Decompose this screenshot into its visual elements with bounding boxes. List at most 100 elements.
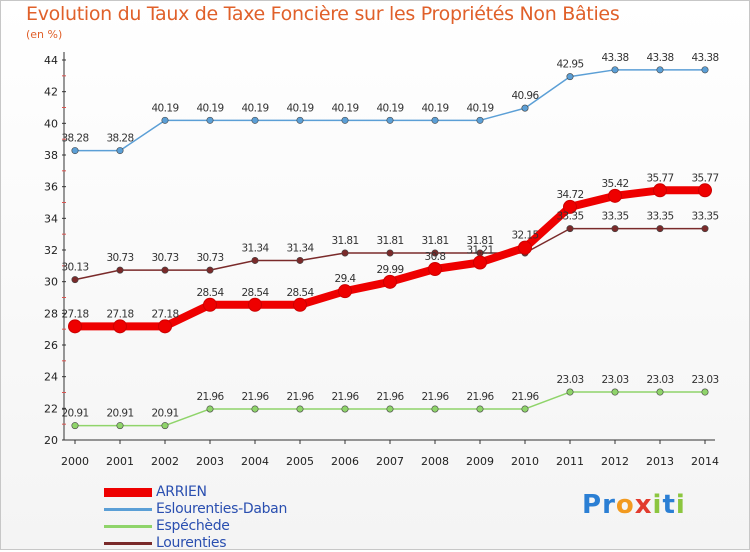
y-tick-label: 40 (44, 117, 58, 130)
data-label: 21.96 (241, 391, 269, 403)
data-point (341, 249, 349, 257)
data-label: 31.21 (466, 245, 493, 257)
x-tick-label: 2005 (286, 455, 314, 468)
chart-title: Evolution du Taux de Taxe Foncière sur l… (26, 3, 620, 25)
data-label: 32.15 (511, 230, 538, 242)
y-tick-label: 20 (44, 434, 58, 447)
data-label: 31.81 (421, 235, 448, 247)
data-point (341, 405, 349, 413)
data-point (701, 225, 709, 233)
data-point (161, 116, 169, 124)
data-label: 30.8 (425, 251, 446, 263)
data-label: 21.96 (421, 391, 449, 403)
legend-label: Espéchède (156, 518, 230, 534)
data-point (518, 240, 532, 255)
logo-letter: r (602, 490, 616, 520)
y-axis-unit-label: (en %) (26, 28, 63, 41)
data-label: 20.91 (61, 408, 88, 420)
data-label: 30.13 (61, 262, 88, 274)
legend-swatch (104, 508, 152, 511)
data-point (521, 405, 529, 413)
logo-letter: i (675, 490, 686, 520)
data-point (161, 422, 169, 430)
data-point (386, 116, 394, 124)
data-label: 23.03 (646, 374, 673, 386)
data-point (113, 319, 127, 334)
data-point (68, 319, 82, 334)
data-point (431, 249, 439, 257)
data-label: 40.19 (466, 102, 493, 114)
y-tick-label: 26 (44, 339, 58, 352)
legend-label: ARRIEN (156, 484, 207, 500)
data-label: 21.96 (466, 391, 494, 403)
data-label: 40.19 (331, 102, 358, 114)
data-point (611, 388, 619, 396)
data-point (611, 66, 619, 74)
data-point (386, 249, 394, 257)
logo-letter: P (582, 490, 603, 520)
data-label: 33.35 (646, 211, 673, 223)
y-tick-label: 32 (44, 244, 58, 257)
data-label: 21.96 (511, 391, 539, 403)
data-label: 23.03 (691, 374, 718, 386)
data-point (203, 297, 217, 312)
x-tick-label: 2004 (241, 455, 269, 468)
data-label: 40.19 (241, 102, 268, 114)
data-label: 38.28 (61, 133, 88, 145)
y-tick-label: 22 (44, 402, 58, 415)
data-point (296, 116, 304, 124)
data-label: 23.03 (556, 374, 583, 386)
logo-letter: t (662, 490, 676, 520)
data-label: 31.34 (286, 242, 314, 254)
data-point (656, 225, 664, 233)
data-point (476, 116, 484, 124)
x-tick-label: 2014 (691, 455, 719, 468)
x-tick-label: 2010 (511, 455, 539, 468)
logo-letter: x (634, 490, 653, 520)
data-point (116, 147, 124, 155)
data-label: 31.81 (331, 235, 358, 247)
x-tick-label: 2001 (106, 455, 134, 468)
x-tick-label: 2006 (331, 455, 359, 468)
y-tick-label: 24 (44, 371, 58, 384)
data-label: 31.81 (376, 235, 403, 247)
data-label: 40.19 (151, 102, 178, 114)
y-tick-label: 38 (44, 149, 58, 162)
legend-swatch (104, 525, 152, 528)
y-tick-label: 30 (44, 276, 58, 289)
y-tick-label: 44 (44, 54, 58, 67)
data-point (383, 274, 397, 289)
data-label: 38.28 (106, 133, 133, 145)
data-label: 31.34 (241, 242, 269, 254)
x-tick-label: 2002 (151, 455, 179, 468)
y-tick-label: 28 (44, 307, 58, 320)
data-label: 27.18 (151, 308, 178, 320)
data-point (566, 388, 574, 396)
logo-letter: o (615, 490, 635, 520)
data-label: 23.03 (601, 374, 628, 386)
data-label: 20.91 (151, 408, 178, 420)
data-label: 21.96 (196, 391, 224, 403)
data-point (653, 183, 667, 198)
y-tick-label: 34 (44, 212, 58, 225)
data-point (566, 73, 574, 81)
data-point (563, 199, 577, 214)
data-label: 35.77 (691, 172, 718, 184)
data-point (251, 256, 259, 264)
data-label: 21.96 (331, 391, 359, 403)
data-point (701, 388, 709, 396)
data-label: 40.19 (196, 102, 223, 114)
data-label: 43.38 (601, 52, 628, 64)
data-point (698, 183, 712, 198)
data-point (431, 405, 439, 413)
data-point (71, 276, 79, 284)
data-label: 43.38 (646, 52, 673, 64)
data-point (161, 266, 169, 274)
data-label: 34.72 (556, 189, 583, 201)
data-point (476, 405, 484, 413)
x-tick-label: 2013 (646, 455, 674, 468)
x-tick-label: 2008 (421, 455, 449, 468)
data-point (656, 388, 664, 396)
data-label: 40.19 (286, 102, 313, 114)
x-tick-label: 2007 (376, 455, 404, 468)
